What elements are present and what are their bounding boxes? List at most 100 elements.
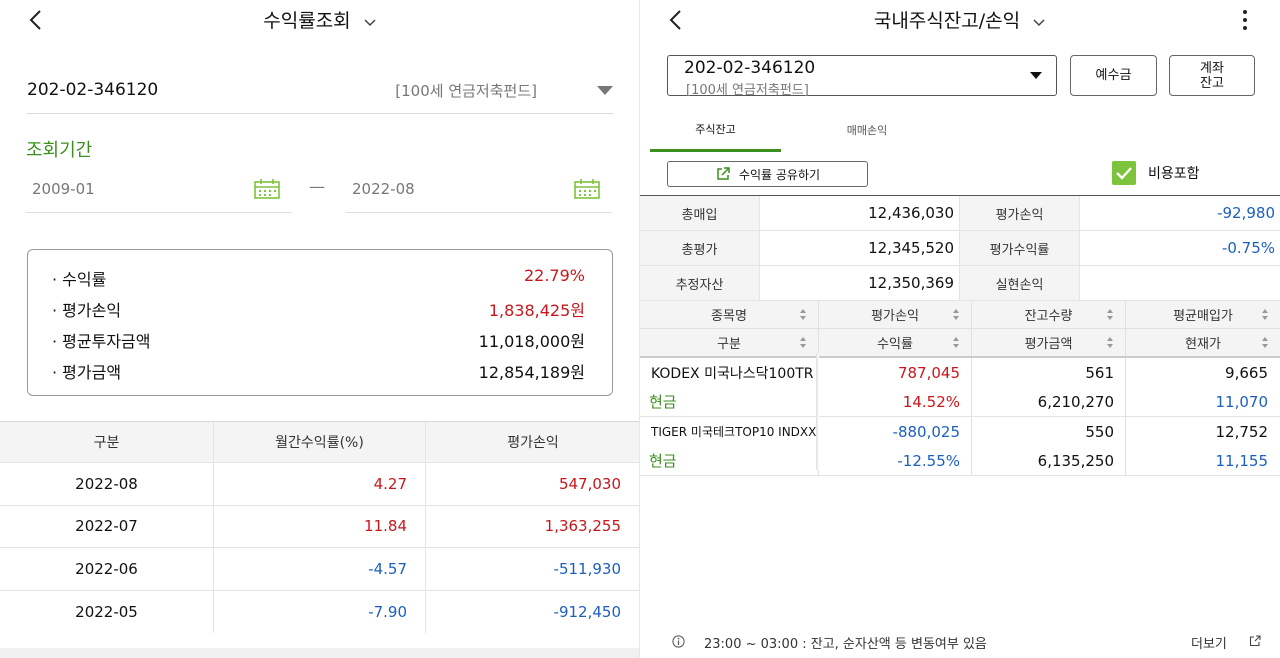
summary-row: · 평가손익 1,838,425원 xyxy=(28,293,612,323)
eval-pl-value: -92,980 xyxy=(1079,196,1280,230)
column-header-monthly-rate[interactable]: 월간수익률(%) xyxy=(213,422,425,462)
summary-label: · 평가금액 xyxy=(52,363,122,382)
external-link-icon[interactable] xyxy=(1249,635,1261,647)
share-returns-label: 수익률 공유하기 xyxy=(738,167,821,182)
holding-row-top: TIGER 미국테크TOP10 INDXX -880,025 550 12,75… xyxy=(640,417,1280,446)
stock-name: TIGER 미국테크TOP10 INDXX xyxy=(651,425,817,439)
column-header-cur-price[interactable]: 현재가 xyxy=(1125,329,1280,356)
summary-value: 22.79% xyxy=(523,266,585,285)
period-cell: 2022-08 xyxy=(75,474,138,493)
more-link[interactable]: 더보기 xyxy=(1191,637,1227,652)
period-label: 조회기간 xyxy=(26,140,93,161)
sort-icon[interactable] xyxy=(1107,309,1113,320)
header-divider xyxy=(640,328,1280,329)
rate-cell: 14.52% xyxy=(818,387,971,416)
summary-row: · 수익률 22.79% xyxy=(28,262,612,292)
table-top-rule xyxy=(640,195,1280,196)
column-header-eval-amount[interactable]: 평가금액 xyxy=(971,329,1125,356)
table-row[interactable]: 2022-05 -7.90 -912,450 xyxy=(0,590,640,633)
share-returns-button[interactable]: 수익률 공유하기 xyxy=(667,161,868,187)
date-to-field[interactable]: 2022-08 xyxy=(346,170,612,213)
period-cell: 2022-06 xyxy=(75,559,138,578)
page-title[interactable]: 국내주식잔고/손익 xyxy=(640,6,1280,33)
footer-note-text: 23:00 ~ 03:00 : 잔고, 순자산액 등 변동여부 있음 xyxy=(704,637,987,652)
qty-cell: 561 xyxy=(971,358,1125,387)
column-header-qty[interactable]: 잔고수량 xyxy=(971,301,1125,328)
summary-value: 1,838,425원 xyxy=(488,301,585,320)
header: 국내주식잔고/손익 xyxy=(640,0,1280,40)
include-fee-label[interactable]: 비용포함 xyxy=(1148,166,1200,182)
column-header-name[interactable]: 종목명 xyxy=(640,301,818,328)
header-bottom-rule xyxy=(640,356,1280,358)
sort-icon[interactable] xyxy=(953,309,959,320)
monthly-returns-table: 구분 월간수익률(%) 평가손익 2022-08 4.27 547,030 20… xyxy=(0,421,640,633)
account-type: 현금 xyxy=(649,393,677,411)
date-to-value: 2022-08 xyxy=(352,180,415,198)
dropdown-triangle-icon[interactable] xyxy=(597,86,613,96)
share-external-icon xyxy=(717,167,730,180)
summary-row: · 평가금액 12,854,189원 xyxy=(28,355,612,385)
cur-price-cell: 11,155 xyxy=(1125,446,1280,475)
summary-row: 총매입 12,436,030 평가손익 -92,980 xyxy=(640,196,1280,231)
account-selector[interactable]: 202-02-346120 [100세 연금저축펀드] xyxy=(27,70,613,114)
holding-item[interactable]: KODEX 미국나스닥100TR 787,045 561 9,665 현금 14… xyxy=(640,358,1280,416)
cur-price-cell: 11,070 xyxy=(1125,387,1280,416)
summary-label: · 평균투자금액 xyxy=(52,332,151,351)
domestic-stock-balance-screen: 국내주식잔고/손익 202-02-346120 [100세 연금저축펀드] 예수… xyxy=(640,0,1280,658)
account-balance-button[interactable]: 계좌 잔고 xyxy=(1169,55,1255,96)
summary-row: 총평가 12,345,520 평가수익률 -0.75% xyxy=(640,231,1280,266)
account-balance-button-label: 계좌 잔고 xyxy=(1200,60,1224,91)
back-arrow-icon[interactable] xyxy=(24,7,50,33)
total-eval-value: 12,345,520 xyxy=(759,231,959,265)
pl-cell: -912,450 xyxy=(425,590,640,633)
page-title[interactable]: 수익률조회 xyxy=(0,6,640,33)
chevron-down-icon xyxy=(364,18,376,26)
page-title-text: 수익률조회 xyxy=(263,10,351,32)
column-header-period[interactable]: 구분 xyxy=(93,435,120,451)
est-assets-label: 추정자산 xyxy=(640,266,759,300)
sort-icon[interactable] xyxy=(953,337,959,348)
date-from-field[interactable]: 2009-01 xyxy=(26,170,292,213)
dropdown-triangle-icon[interactable] xyxy=(1030,72,1042,80)
qty-cell: 550 xyxy=(971,417,1125,446)
column-header-type[interactable]: 구분 xyxy=(640,329,818,356)
column-header-eval-pl[interactable]: 평가손익 xyxy=(425,422,640,462)
eval-pl-cell: 787,045 xyxy=(818,358,971,387)
tab-trading-pl[interactable]: 매매손익 xyxy=(846,124,888,137)
more-vertical-icon[interactable] xyxy=(1240,8,1250,32)
returns-summary-box: · 수익률 22.79% · 평가손익 1,838,425원 · 평균투자금액 … xyxy=(27,249,613,396)
sort-icon[interactable] xyxy=(800,309,806,320)
column-header-avg-price[interactable]: 평균매입가 xyxy=(1125,301,1280,328)
holding-item[interactable]: TIGER 미국테크TOP10 INDXX -880,025 550 12,75… xyxy=(640,417,1280,475)
eval-rate-value: -0.75% xyxy=(1079,231,1280,265)
table-row[interactable]: 2022-06 -4.57 -511,930 xyxy=(0,548,640,591)
column-header-rate[interactable]: 수익률 xyxy=(818,329,971,356)
bottom-bar xyxy=(0,648,640,658)
sort-icon[interactable] xyxy=(1262,309,1268,320)
account-type: 현금 xyxy=(649,452,677,470)
table-row[interactable]: 2022-08 4.27 547,030 xyxy=(0,463,640,506)
column-header-eval-pl[interactable]: 평가손익 xyxy=(818,301,971,328)
tab-stock-balance[interactable]: 주식잔고 xyxy=(650,108,781,152)
chevron-down-icon xyxy=(1033,18,1045,26)
returns-inquiry-screen: 수익률조회 202-02-346120 [100세 연금저축펀드] 조회기간 2… xyxy=(0,6,640,658)
sort-icon[interactable] xyxy=(1107,337,1113,348)
sort-icon[interactable] xyxy=(1262,337,1268,348)
calendar-icon[interactable] xyxy=(574,179,600,199)
include-fee-checkbox[interactable] xyxy=(1112,161,1136,185)
pl-cell: 547,030 xyxy=(425,463,640,505)
pl-cell: -511,930 xyxy=(425,548,640,590)
account-selector[interactable]: 202-02-346120 [100세 연금저축펀드] xyxy=(667,55,1057,98)
table-header: 구분 월간수익률(%) 평가손익 xyxy=(0,421,640,463)
date-from-value: 2009-01 xyxy=(32,180,95,198)
holding-row-top: KODEX 미국나스닥100TR 787,045 561 9,665 xyxy=(640,358,1280,387)
summary-value: 12,854,189원 xyxy=(478,363,585,382)
period-cell: 2022-07 xyxy=(75,517,138,536)
summary-value: 11,018,000원 xyxy=(478,332,585,351)
sort-icon[interactable] xyxy=(800,337,806,348)
account-number: 202-02-346120 xyxy=(27,80,159,100)
calendar-icon[interactable] xyxy=(254,179,280,199)
table-row[interactable]: 2022-07 11.84 1,363,255 xyxy=(0,505,640,548)
deposit-button[interactable]: 예수금 xyxy=(1070,55,1157,96)
back-arrow-icon[interactable] xyxy=(664,7,690,33)
